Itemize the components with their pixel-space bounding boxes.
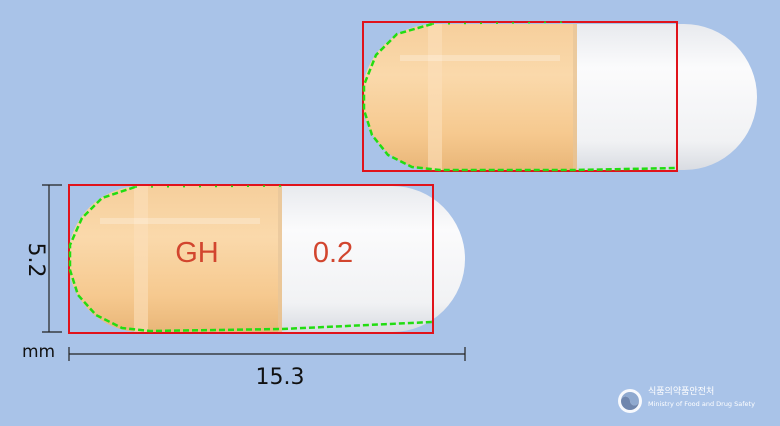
length-label: 15.3 (255, 365, 305, 390)
capsule-bottom: GH 0.2 (68, 184, 465, 334)
mfds-name-korean: 식품의약품안전처 (648, 387, 715, 397)
capsule-top (362, 21, 757, 172)
length-dimension-line (68, 347, 466, 361)
height-label: 5.2 (23, 242, 48, 278)
mfds-emblem-icon (618, 389, 642, 413)
mfds-watermark: 식품의약품안전처 Ministry of Food and Drug Safet… (617, 386, 777, 416)
contour-top (362, 22, 678, 172)
unit-label: mm (22, 342, 56, 362)
contour-bottom (68, 185, 433, 333)
mfds-name-english: Ministry of Food and Drug Safety (648, 400, 755, 408)
imprint-dose: 0.2 (313, 237, 353, 269)
bbox-bottom (68, 184, 434, 334)
imprint-gh: GH (175, 237, 219, 269)
height-dimension-line (42, 184, 62, 333)
